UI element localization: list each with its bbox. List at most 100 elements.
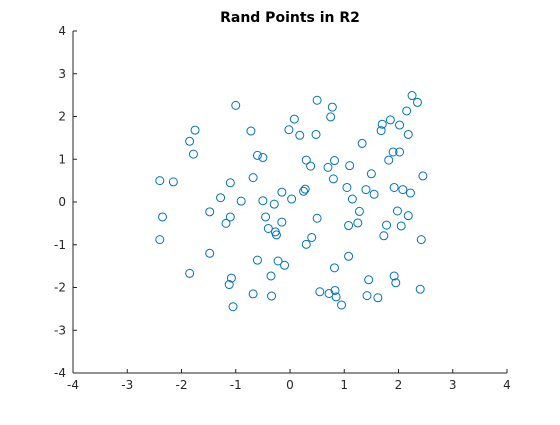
data-point [418, 171, 428, 181]
data-point [312, 213, 322, 223]
data-point [369, 189, 379, 199]
data-point [373, 293, 383, 303]
data-point [382, 220, 392, 230]
data-point [205, 207, 215, 217]
data-point [398, 185, 408, 195]
data-point [224, 280, 234, 290]
axes: -4 -3 -2 -1 0 1 2 3 4 -4 -3 -2 -1 0 1 2 3 4 [54, 24, 511, 392]
data-point [248, 289, 258, 299]
data-point [329, 263, 339, 273]
data-point [403, 211, 413, 221]
data-point [258, 153, 268, 163]
data-point [168, 177, 178, 187]
data-point [354, 206, 364, 216]
data-point [155, 235, 165, 245]
x-tick-label: -3 [121, 378, 133, 392]
data-point [347, 194, 357, 204]
data-point [263, 224, 273, 233]
data-point [323, 162, 333, 172]
data-point [362, 291, 372, 301]
data-point [258, 196, 268, 206]
data-point [155, 176, 165, 186]
data-point [248, 173, 258, 183]
data-point [392, 206, 402, 216]
data-point [252, 255, 262, 265]
data-point [342, 182, 352, 192]
x-tick-label: 3 [449, 378, 457, 392]
data-point [261, 212, 271, 222]
data-point [391, 278, 401, 288]
data-point [246, 126, 256, 136]
data-point [236, 196, 246, 206]
data-point [345, 161, 355, 171]
data-point [300, 184, 310, 194]
data-point [312, 95, 322, 105]
data-point [366, 169, 376, 179]
data-point [269, 199, 279, 209]
x-tick-label: 4 [503, 378, 511, 392]
x-tick-label: -2 [176, 378, 188, 392]
data-point [188, 149, 198, 159]
data-point [228, 302, 238, 312]
chart-title: Rand Points in R2 [220, 10, 360, 26]
data-point [344, 221, 354, 231]
data-point [415, 284, 425, 294]
data-point [395, 120, 405, 130]
data-point [267, 291, 277, 301]
x-tick-label: -1 [230, 378, 242, 392]
data-point [364, 275, 374, 285]
x-tick-label: 1 [340, 378, 348, 392]
data-point [384, 155, 394, 165]
data-point [311, 129, 321, 139]
data-point [405, 188, 415, 198]
data-point [287, 194, 297, 204]
data-point [277, 187, 287, 197]
data-point [289, 114, 299, 124]
data-point [221, 218, 231, 228]
data-point [284, 125, 294, 135]
data-point [389, 182, 399, 192]
data-point [376, 126, 386, 136]
y-tick-label: -2 [54, 281, 66, 295]
data-point [225, 212, 235, 222]
data-point [271, 230, 281, 240]
data-point [412, 97, 422, 107]
data-point [277, 217, 287, 227]
data-point [158, 212, 168, 222]
data-point [205, 248, 215, 258]
y-tick-label: 2 [58, 110, 66, 124]
data-point [407, 91, 417, 101]
data-point [216, 193, 226, 203]
data-point [185, 268, 195, 278]
data-point [379, 231, 389, 241]
x-tick-label: 0 [286, 378, 294, 392]
data-point [306, 161, 316, 171]
y-tick-label: 0 [58, 195, 66, 209]
data-point [273, 256, 283, 266]
y-tick-label: 4 [58, 24, 66, 38]
data-point [190, 125, 200, 135]
data-point [396, 221, 406, 231]
data-point [329, 156, 339, 166]
data-point [185, 136, 195, 146]
data-point [331, 292, 341, 302]
y-tick-label: 1 [58, 152, 66, 166]
data-point [377, 119, 387, 129]
data-point [299, 186, 309, 196]
y-tick-label: -4 [54, 366, 66, 380]
data-point [226, 273, 236, 283]
data-point [280, 260, 290, 270]
data-point [252, 150, 262, 160]
data-point [326, 112, 336, 122]
x-tick-label: -4 [67, 378, 79, 392]
data-point [353, 218, 363, 228]
data-point [231, 100, 241, 110]
data-point [361, 185, 371, 195]
data-point [403, 129, 413, 139]
data-point [295, 130, 305, 140]
data-point [225, 178, 235, 188]
data-points [155, 91, 428, 312]
data-point [389, 271, 399, 281]
data-point [315, 287, 325, 297]
